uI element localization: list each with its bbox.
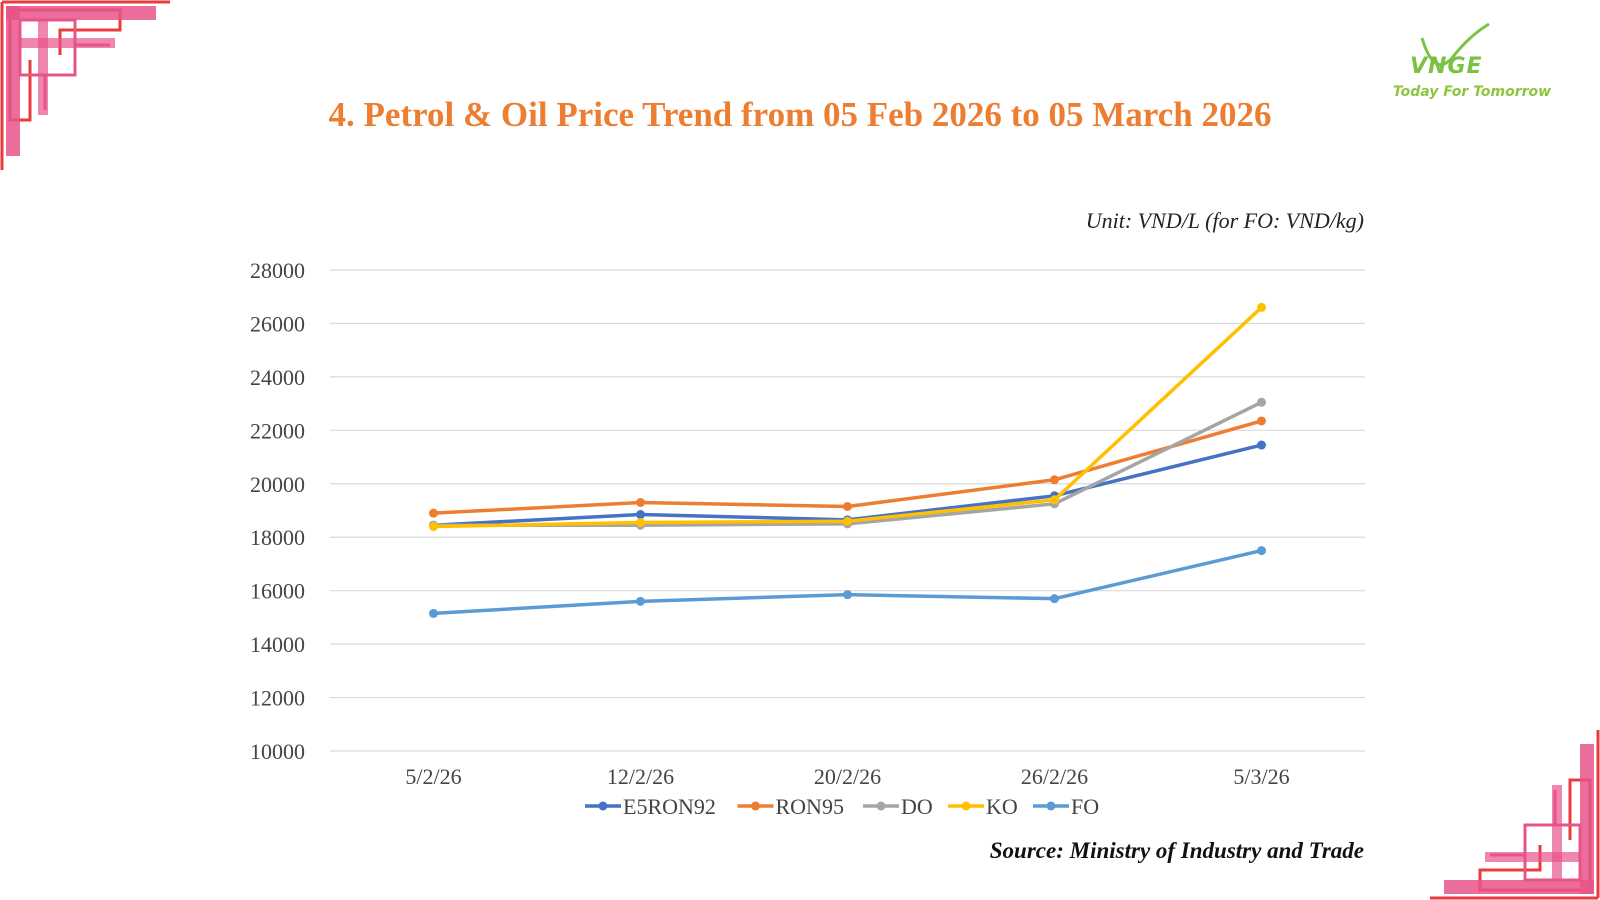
leaf-swoosh-icon bbox=[1420, 22, 1490, 67]
legend-label: E5RON92 bbox=[623, 794, 716, 819]
series-line bbox=[433, 419, 1262, 515]
corner-decoration-bottom-right bbox=[1430, 730, 1600, 900]
data-point bbox=[1257, 440, 1266, 450]
legend-marker bbox=[1046, 801, 1056, 811]
y-tick-label: 18000 bbox=[250, 525, 305, 550]
data-point bbox=[429, 522, 438, 532]
data-point bbox=[429, 508, 438, 518]
x-tick-label: 5/2/26 bbox=[405, 764, 461, 789]
data-point bbox=[843, 590, 852, 600]
y-tick-label: 12000 bbox=[250, 686, 305, 711]
legend-item-ron95: RON95 bbox=[737, 794, 844, 819]
series-line bbox=[433, 548, 1262, 616]
x-tick-label: 26/2/26 bbox=[1021, 764, 1088, 789]
vnge-logo: VNGE Today For Tomorrow bbox=[1372, 18, 1572, 108]
legend-marker bbox=[598, 801, 608, 811]
data-point bbox=[1257, 416, 1266, 426]
legend-item-fo: FO bbox=[1033, 794, 1099, 819]
page-title: 4. Petrol & Oil Price Trend from 05 Feb … bbox=[328, 95, 1272, 134]
legend-item-e5ron92: E5RON92 bbox=[585, 794, 716, 819]
data-point bbox=[1257, 397, 1266, 407]
data-point bbox=[636, 497, 645, 507]
data-point bbox=[1257, 302, 1266, 312]
series-ko bbox=[429, 302, 1266, 532]
y-tick-label: 10000 bbox=[250, 739, 305, 764]
data-point bbox=[1257, 546, 1266, 556]
legend-marker bbox=[751, 801, 760, 811]
y-tick-label: 20000 bbox=[250, 472, 305, 497]
series-line bbox=[433, 306, 1263, 529]
y-tick-label: 28000 bbox=[250, 258, 305, 283]
data-point bbox=[1050, 495, 1059, 505]
legend-label: FO bbox=[1071, 794, 1099, 819]
legend-label: DO bbox=[901, 794, 933, 819]
data-point bbox=[843, 516, 852, 526]
y-tick-label: 22000 bbox=[250, 418, 305, 443]
legend-item-do: DO bbox=[863, 794, 933, 819]
x-tick-label: 20/2/26 bbox=[814, 764, 881, 789]
series-fo bbox=[429, 546, 1266, 618]
data-point bbox=[1050, 475, 1059, 485]
series-ron95 bbox=[429, 416, 1266, 518]
legend-label: RON95 bbox=[776, 794, 844, 819]
data-point bbox=[636, 510, 645, 520]
legend-item-ko: KO bbox=[948, 794, 1018, 819]
data-point bbox=[636, 518, 645, 528]
x-tick-label: 5/3/26 bbox=[1233, 764, 1289, 789]
data-point bbox=[1050, 594, 1059, 604]
logo-text: VNGE bbox=[1410, 54, 1483, 79]
legend-label: KO bbox=[986, 794, 1018, 819]
legend-marker bbox=[876, 801, 886, 811]
data-point bbox=[636, 596, 645, 606]
unit-note: Unit: VND/L (for FO: VND/kg) bbox=[1085, 208, 1364, 233]
data-point bbox=[429, 608, 438, 618]
logo-tagline: Today For Tomorrow bbox=[1392, 84, 1552, 100]
x-tick-label: 12/2/26 bbox=[607, 764, 674, 789]
source-note: Source: Ministry of Industry and Trade bbox=[989, 838, 1364, 863]
y-tick-label: 26000 bbox=[250, 311, 305, 336]
data-point bbox=[843, 501, 852, 511]
legend-marker bbox=[961, 801, 971, 811]
y-tick-label: 14000 bbox=[250, 632, 305, 657]
y-tick-label: 16000 bbox=[250, 579, 305, 604]
y-tick-label: 24000 bbox=[250, 365, 305, 390]
corner-decoration-top-left bbox=[0, 0, 170, 170]
